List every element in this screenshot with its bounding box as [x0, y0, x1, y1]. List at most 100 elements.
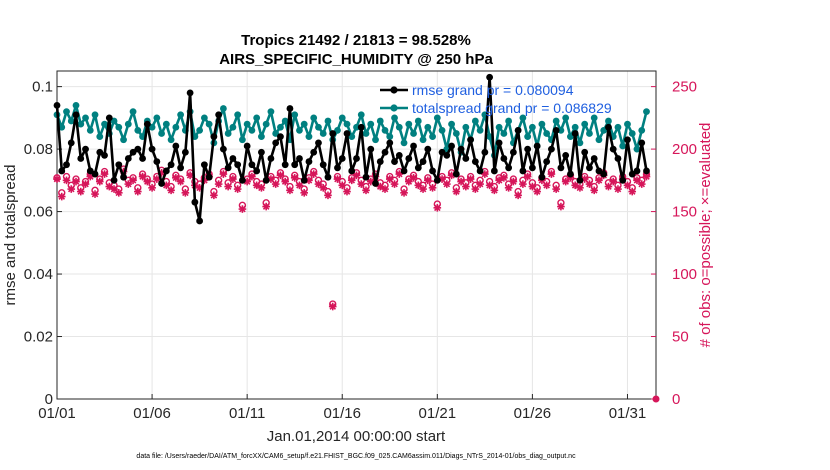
- rmse-point: [120, 174, 127, 181]
- rmse-point: [263, 177, 270, 184]
- evaluated-obs-marker: [67, 185, 75, 193]
- rmse-point: [111, 177, 118, 184]
- spread-point: [505, 118, 512, 125]
- rmse-point: [253, 168, 260, 175]
- rmse-point: [196, 218, 203, 225]
- spread-point: [553, 118, 560, 125]
- evaluated-obs-marker: [429, 184, 437, 192]
- evaluated-obs-marker: [552, 185, 560, 193]
- evaluated-obs-marker: [129, 177, 137, 185]
- rmse-point: [115, 161, 122, 168]
- spread-point: [420, 136, 427, 143]
- evaluated-obs-marker: [234, 185, 242, 193]
- spread-point: [63, 108, 70, 115]
- evaluated-obs-marker: [500, 174, 508, 182]
- spread-point: [134, 127, 141, 134]
- y-right-tick-label: 100: [672, 266, 697, 283]
- rmse-point: [496, 139, 503, 146]
- rmse-point: [505, 164, 512, 171]
- spread-point: [529, 124, 536, 131]
- evaluated-obs-marker: [628, 188, 636, 196]
- spread-point: [624, 121, 631, 128]
- evaluated-obs-marker: [277, 172, 285, 180]
- spread-point: [201, 114, 208, 121]
- rmse-point: [401, 168, 408, 175]
- rmse-point: [139, 155, 146, 162]
- x-tick-label: 01/11: [229, 405, 265, 422]
- x-tick-label: 01/21: [419, 405, 457, 422]
- rmse-point: [410, 143, 417, 150]
- spread-point: [196, 127, 203, 134]
- spread-point: [472, 118, 479, 125]
- rmse-point: [301, 177, 308, 184]
- evaluated-obs-marker: [609, 178, 617, 186]
- rmse-point: [591, 155, 598, 162]
- evaluated-obs-marker: [443, 180, 451, 188]
- rmse-point: [220, 146, 227, 153]
- rmse-point: [306, 158, 313, 165]
- spread-point: [172, 124, 179, 131]
- spread-point: [234, 111, 241, 118]
- spread-point: [391, 114, 398, 121]
- y-tick-label: 0.04: [24, 266, 53, 283]
- rmse-point: [500, 155, 507, 162]
- evaluated-obs-marker: [510, 178, 518, 186]
- evaluated-obs-marker: [319, 184, 327, 192]
- rmse-point: [415, 164, 422, 171]
- rmse-point: [282, 161, 289, 168]
- rmse-point: [610, 146, 617, 153]
- rmse-point: [348, 168, 355, 175]
- rmse-point: [344, 130, 351, 137]
- rmse-point: [239, 177, 246, 184]
- spread-point: [158, 130, 165, 137]
- spread-point: [229, 124, 236, 131]
- rmse-point: [382, 149, 389, 156]
- rmse-point: [581, 149, 588, 156]
- rmse-point: [643, 168, 650, 175]
- spread-point: [643, 108, 650, 115]
- rmse-point: [149, 146, 156, 153]
- rmse-point: [82, 146, 89, 153]
- rmse-point: [329, 130, 336, 137]
- rmse-point: [462, 155, 469, 162]
- rmse-point: [172, 143, 179, 150]
- evaluated-obs-marker: [424, 177, 432, 185]
- evaluated-obs-marker: [239, 205, 247, 213]
- spread-point: [429, 133, 436, 140]
- x-tick-label: 01/16: [323, 405, 361, 422]
- spread-point: [448, 121, 455, 128]
- evaluated-obs-marker: [229, 175, 237, 183]
- rmse-point: [434, 177, 441, 184]
- rmse-point: [420, 158, 427, 165]
- rmse-point: [600, 171, 607, 178]
- evaluated-obs-marker: [557, 203, 565, 211]
- rmse-point: [429, 168, 436, 175]
- evaluated-obs-marker: [362, 187, 370, 195]
- rmse-point: [638, 139, 645, 146]
- spread-point: [249, 127, 256, 134]
- evaluated-obs-marker: [434, 204, 442, 212]
- evaluated-obs-marker: [96, 178, 104, 186]
- rmse-point: [386, 139, 393, 146]
- evaluated-obs-marker: [453, 188, 461, 196]
- evaluated-obs-marker: [77, 188, 85, 196]
- evaluated-obs-marker: [467, 175, 475, 183]
- y-axis-label-right: # of obs: o=possible; ×=evaluated: [697, 123, 714, 348]
- evaluated-obs-marker: [576, 184, 584, 192]
- rmse-point: [510, 149, 517, 156]
- evaluated-obs-marker: [329, 303, 337, 311]
- evaluated-obs-marker: [543, 182, 551, 190]
- spread-point: [339, 114, 346, 121]
- spread-point: [629, 130, 636, 137]
- spread-point: [344, 121, 351, 128]
- spread-point: [268, 108, 275, 115]
- legend-rmse-marker: [390, 86, 397, 93]
- rmse-point: [339, 155, 346, 162]
- evaluated-obs-marker: [63, 177, 71, 185]
- spread-point: [291, 111, 298, 118]
- rmse-point: [443, 152, 450, 159]
- spread-point: [638, 127, 645, 134]
- spread-point: [605, 118, 612, 125]
- rmse-point: [153, 158, 160, 165]
- spread-point: [220, 105, 227, 112]
